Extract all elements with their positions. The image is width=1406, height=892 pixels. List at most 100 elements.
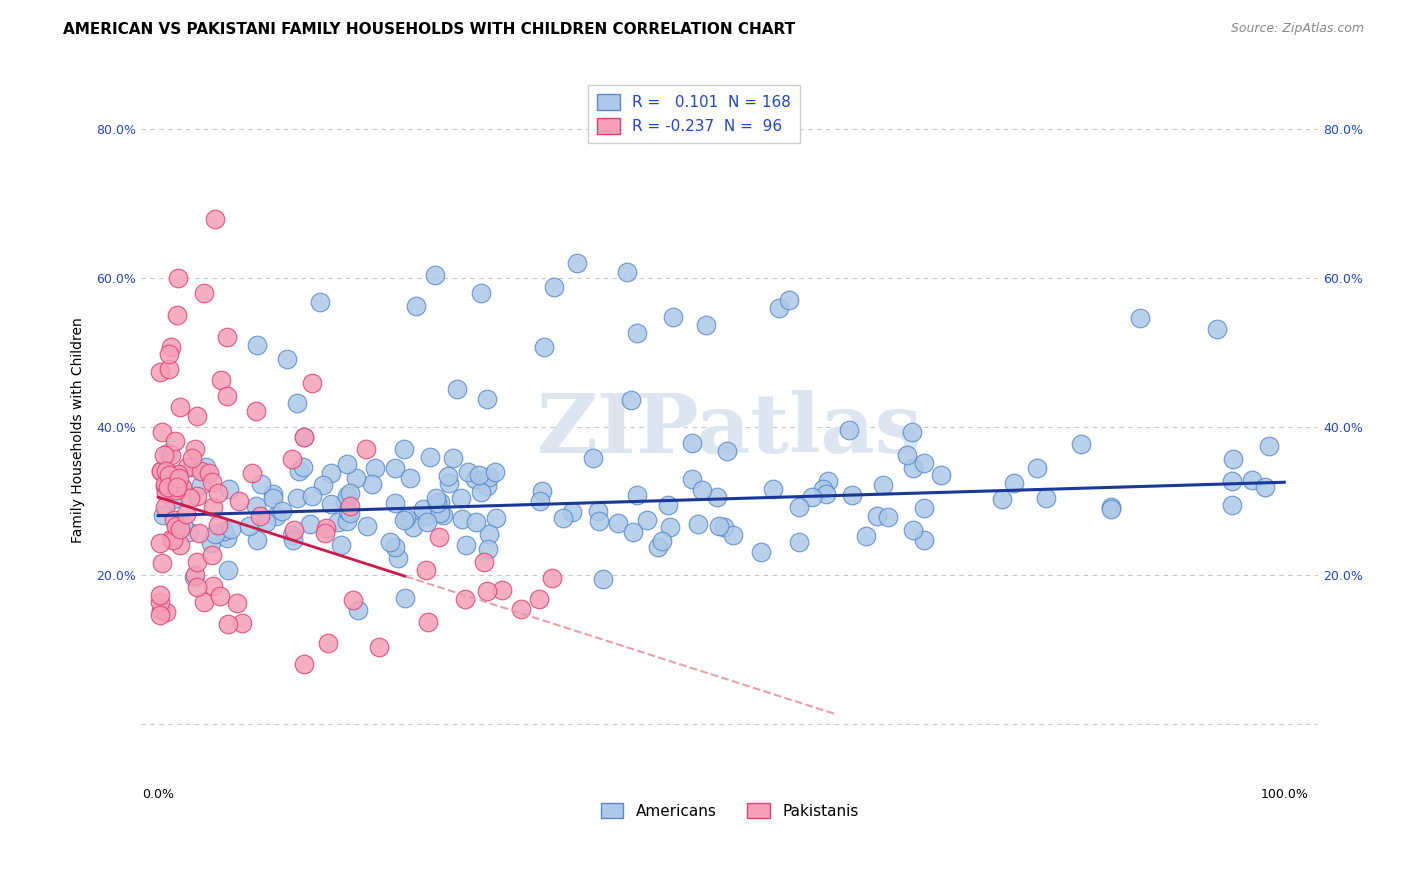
Point	[491, 582, 513, 597]
Point	[364, 461, 387, 475]
Point	[163, 434, 186, 448]
Point	[155, 605, 177, 619]
Point	[153, 500, 176, 515]
Point	[855, 529, 877, 543]
Point	[588, 504, 610, 518]
Point	[183, 570, 205, 584]
Point	[437, 468, 460, 483]
Point	[1222, 452, 1244, 467]
Legend: Americans, Pakistanis: Americans, Pakistanis	[595, 797, 865, 825]
Point	[166, 468, 188, 483]
Point	[262, 491, 284, 506]
Point	[415, 563, 437, 577]
Point	[912, 456, 935, 470]
Point	[695, 318, 717, 333]
Point	[356, 518, 378, 533]
Point	[316, 635, 339, 649]
Point	[368, 640, 391, 654]
Point	[339, 499, 361, 513]
Point	[280, 452, 302, 467]
Point	[281, 533, 304, 548]
Point	[336, 489, 359, 503]
Point	[1129, 310, 1152, 325]
Point	[301, 489, 323, 503]
Point	[149, 608, 172, 623]
Point	[901, 524, 924, 538]
Point	[811, 482, 834, 496]
Point	[152, 508, 174, 522]
Text: Source: ZipAtlas.com: Source: ZipAtlas.com	[1230, 22, 1364, 36]
Point	[165, 518, 187, 533]
Point	[778, 293, 800, 307]
Point	[1220, 475, 1243, 489]
Point	[245, 500, 267, 514]
Point	[254, 516, 277, 530]
Y-axis label: Family Households with Children: Family Households with Children	[72, 318, 86, 543]
Point	[360, 476, 382, 491]
Point	[155, 476, 177, 491]
Point	[169, 522, 191, 536]
Point	[190, 464, 212, 478]
Point	[402, 520, 425, 534]
Point	[167, 467, 190, 481]
Point	[1099, 502, 1122, 516]
Point	[157, 347, 180, 361]
Point	[626, 487, 648, 501]
Point	[159, 340, 181, 354]
Point	[157, 467, 180, 482]
Point	[157, 480, 180, 494]
Point	[283, 523, 305, 537]
Point	[1206, 321, 1229, 335]
Point	[169, 401, 191, 415]
Point	[723, 528, 745, 542]
Point	[533, 340, 555, 354]
Point	[301, 376, 323, 390]
Point	[485, 511, 508, 525]
Point	[167, 477, 190, 491]
Point	[416, 516, 439, 530]
Point	[681, 436, 703, 450]
Point	[217, 564, 239, 578]
Point	[176, 459, 198, 474]
Point	[153, 448, 176, 462]
Point	[659, 520, 682, 534]
Point	[218, 483, 240, 497]
Point	[193, 285, 215, 300]
Point	[768, 301, 790, 315]
Point	[426, 496, 449, 510]
Point	[292, 657, 315, 671]
Point	[321, 497, 343, 511]
Point	[201, 549, 224, 563]
Point	[166, 308, 188, 322]
Point	[215, 330, 238, 344]
Point	[475, 392, 498, 406]
Point	[149, 535, 172, 549]
Point	[472, 555, 495, 569]
Point	[425, 491, 447, 505]
Point	[527, 591, 550, 606]
Point	[441, 450, 464, 465]
Point	[437, 476, 460, 491]
Point	[186, 489, 208, 503]
Point	[378, 534, 401, 549]
Point	[657, 498, 679, 512]
Point	[180, 459, 202, 474]
Point	[288, 464, 311, 478]
Point	[292, 430, 315, 444]
Point	[173, 518, 195, 533]
Point	[419, 450, 441, 464]
Point	[342, 593, 364, 607]
Point	[800, 491, 823, 505]
Point	[165, 483, 187, 497]
Point	[470, 484, 492, 499]
Point	[789, 534, 811, 549]
Point	[647, 541, 669, 555]
Point	[157, 446, 180, 460]
Point	[204, 526, 226, 541]
Point	[384, 496, 406, 510]
Point	[299, 516, 322, 531]
Point	[309, 294, 332, 309]
Point	[432, 508, 454, 523]
Point	[194, 460, 217, 475]
Point	[543, 280, 565, 294]
